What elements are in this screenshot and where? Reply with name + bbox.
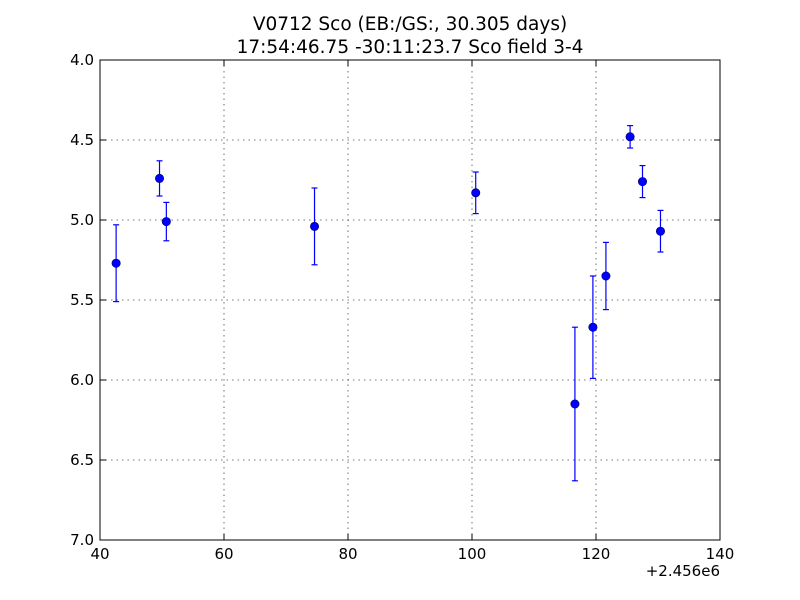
data-point	[310, 221, 320, 231]
chart-title-line-1: V0712 Sco (EB:/GS:, 30.305 days)	[253, 14, 567, 35]
y-tick-label: 4.0	[70, 51, 94, 69]
y-tick-label: 6.5	[70, 451, 94, 469]
y-tick-labels: 4.0 4.5 5.0 5.5 6.0 6.5 7.0	[70, 51, 94, 549]
data-point-group	[111, 224, 121, 303]
data-point-group	[655, 209, 665, 253]
y-tick-label: 7.0	[70, 531, 94, 549]
data-point-group	[625, 124, 635, 149]
x-tick-label: 60	[214, 545, 233, 563]
data-point-group	[637, 165, 647, 199]
y-tick-label: 5.5	[70, 291, 94, 309]
x-offset-label: +2.456e6	[646, 562, 720, 580]
data-point	[625, 132, 635, 142]
x-tick-label: 40	[90, 545, 109, 563]
y-tick-label: 6.0	[70, 371, 94, 389]
chart-title-line-2: 17:54:46.75 -30:11:23.7 Sco field 3-4	[237, 37, 584, 58]
plot-frame	[99, 59, 721, 541]
data-point	[637, 177, 647, 187]
data-point-group	[310, 187, 320, 266]
data-point	[471, 188, 481, 198]
data-point	[111, 258, 121, 268]
data-point	[161, 217, 171, 227]
x-tick-label: 100	[458, 545, 487, 563]
data-series	[111, 124, 665, 482]
data-point	[655, 226, 665, 236]
data-point-group	[161, 201, 171, 242]
x-tick-label: 80	[338, 545, 357, 563]
data-point	[588, 322, 598, 332]
data-point-group	[155, 160, 165, 197]
axis-ticks	[99, 59, 721, 541]
data-point	[155, 173, 165, 183]
x-tick-label: 120	[582, 545, 611, 563]
data-point-group	[588, 275, 598, 379]
y-tick-label: 4.5	[70, 131, 94, 149]
grid	[100, 60, 720, 540]
data-point-group	[601, 241, 611, 311]
x-tick-label: 140	[706, 545, 735, 563]
y-tick-label: 5.0	[70, 211, 94, 229]
data-point-group	[471, 171, 481, 215]
data-point-group	[570, 326, 580, 482]
data-point	[601, 271, 611, 281]
data-point	[570, 399, 580, 409]
x-tick-labels: 40 60 80 100 120 140	[90, 545, 734, 563]
